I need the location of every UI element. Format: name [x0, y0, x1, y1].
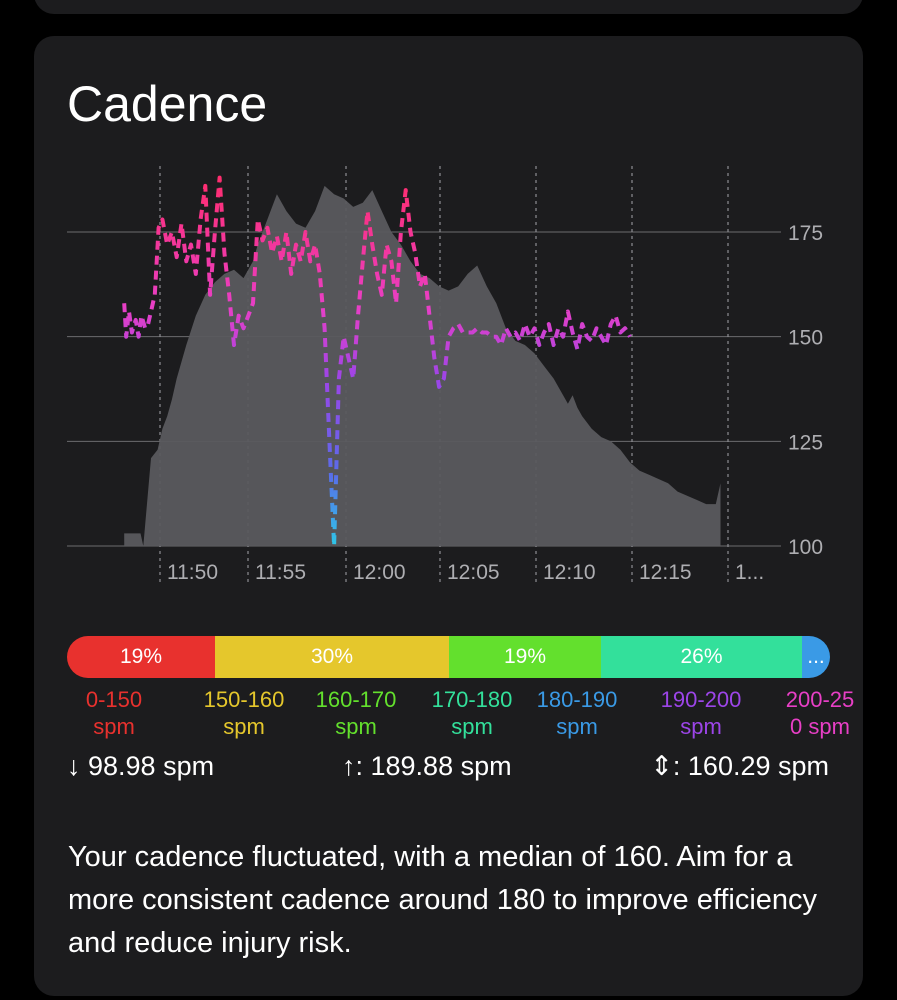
cadence-card: Cadence 175 150 125 100 11:50 11:55 12:00 12:05…	[34, 36, 863, 996]
zone-range: 150-160	[203, 687, 285, 712]
avg-cadence: ⇕: 160.29 spm	[650, 751, 829, 781]
cadence-line	[122, 175, 632, 548]
zone-label: 180-190 spm	[531, 686, 623, 740]
zone-range: 180-190	[536, 687, 618, 712]
min-cadence: ↓ 98.98 spm	[67, 751, 215, 781]
x-tick-label: 1...	[735, 561, 764, 584]
zone-segment: 30%	[215, 636, 449, 678]
y-tick-label: 125	[788, 431, 823, 454]
max-cadence: ↑: 189.88 spm	[342, 751, 512, 781]
zone-label: 200-25 0 spm	[774, 686, 866, 740]
zone-unit: spm	[223, 714, 265, 739]
zone-unit: spm	[93, 714, 135, 739]
zone-unit: spm	[680, 714, 722, 739]
zone-label: 190-200 spm	[655, 686, 747, 740]
zone-label: 150-160 spm	[198, 686, 290, 740]
x-tick-label: 11:55	[255, 561, 306, 584]
zone-segment: 19%	[67, 636, 215, 678]
zone-range: 0-150	[85, 687, 143, 712]
zone-segment: 26%	[601, 636, 802, 678]
x-tick-label: 12:05	[447, 561, 500, 584]
zone-label: 0-150 spm	[68, 686, 160, 740]
zone-segment: ...	[802, 636, 830, 678]
zone-range: 170-180	[431, 687, 513, 712]
x-tick-label: 12:15	[639, 561, 692, 584]
zone-unit: 0 spm	[790, 714, 850, 739]
previous-card	[34, 0, 863, 14]
zone-unit: spm	[335, 714, 377, 739]
y-tick-label: 175	[788, 222, 823, 245]
zone-range: 190-200	[660, 687, 742, 712]
x-tick-label: 12:10	[543, 561, 596, 584]
zone-label: 160-170 spm	[310, 686, 402, 740]
x-tick-label: 12:00	[353, 561, 406, 584]
zone-range: 160-170	[315, 687, 397, 712]
zone-distribution-bar: 19% 30% 19% 26%...	[67, 636, 830, 678]
cadence-summary: Your cadence fluctuated, with a median o…	[68, 841, 818, 959]
y-tick-label: 150	[788, 327, 823, 350]
card-title: Cadence	[67, 76, 268, 132]
cadence-chart: 175 150 125 100 11:50 11:55 12:00 12:05 12:10 12:…	[67, 166, 823, 584]
zone-legend: 0-150 spm 150-160 spm 160-170 spm 170-180 spm 18…	[68, 686, 854, 746]
zone-unit: spm	[556, 714, 598, 739]
x-tick-label: 11:50	[167, 561, 218, 584]
cadence-area	[124, 185, 721, 546]
zone-label: 170-180 spm	[426, 686, 518, 740]
zone-range: 200-25	[785, 687, 855, 712]
zone-segment: 19%	[449, 636, 601, 678]
zone-unit: spm	[451, 714, 493, 739]
y-tick-label: 100	[788, 536, 823, 559]
